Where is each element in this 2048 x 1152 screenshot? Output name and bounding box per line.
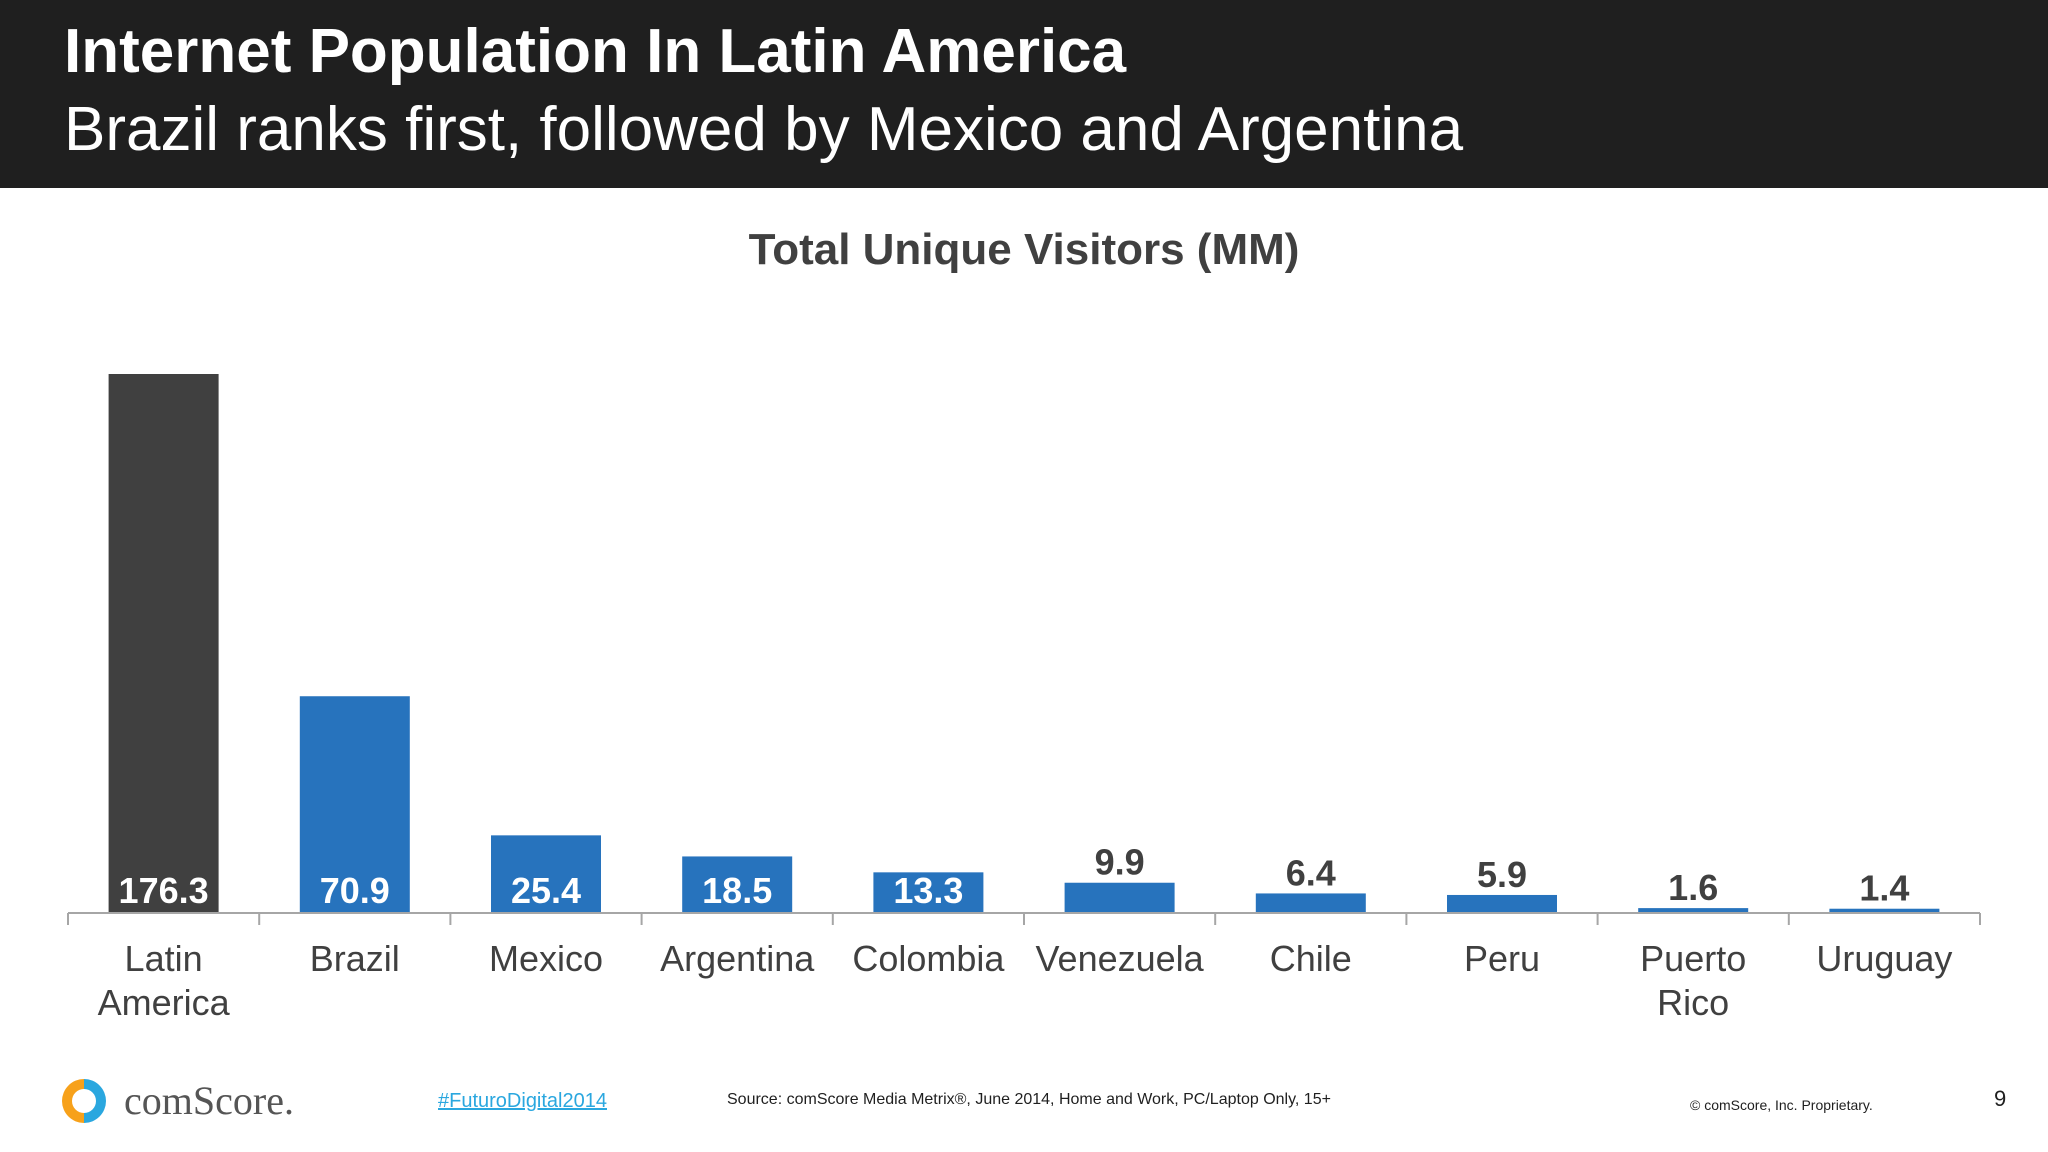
- bar-9: [1829, 908, 1940, 913]
- x-tick-label-7: Peru: [1464, 938, 1540, 979]
- x-tick-label-0-line-0: Latin: [125, 938, 203, 979]
- x-tick-label-1: Brazil: [310, 938, 400, 979]
- copyright-note: © comScore, Inc. Proprietary.: [1690, 1097, 1873, 1113]
- bar-1: [299, 696, 410, 913]
- bar-7: [1447, 894, 1557, 913]
- logo-wordmark: comScore.: [124, 1078, 294, 1123]
- data-label-1: 70.9: [320, 870, 390, 911]
- hashtag-link[interactable]: #FuturoDigital2014: [438, 1090, 607, 1112]
- data-label-2: 25.4: [511, 870, 581, 911]
- x-tick-label-8-line-0: Puerto: [1640, 938, 1746, 979]
- comscore-logo: comScore.: [62, 1076, 322, 1126]
- bar-5: [1064, 882, 1175, 913]
- x-tick-label-6: Chile: [1270, 938, 1352, 979]
- bar-0: [108, 374, 219, 913]
- slide-title: Internet Population In Latin America: [64, 17, 1127, 86]
- x-tick-label-4: Colombia: [852, 938, 1005, 979]
- slide-subtitle: Brazil ranks first, followed by Mexico a…: [64, 95, 1464, 164]
- data-label-9: 1.4: [1859, 868, 1909, 909]
- data-label-6: 6.4: [1286, 852, 1336, 893]
- bar-2: [491, 835, 601, 913]
- slide-header: Internet Population In Latin America Bra…: [0, 0, 2048, 188]
- bar-8: [1638, 908, 1749, 913]
- x-tick-label-0-line-1: America: [98, 982, 231, 1023]
- bar-6: [1255, 893, 1366, 913]
- data-label-0: 176.3: [119, 870, 209, 911]
- data-label-5: 9.9: [1095, 842, 1145, 883]
- source-note: Source: comScore Media Metrix®, June 201…: [727, 1091, 1331, 1108]
- x-tick-label-2: Mexico: [489, 938, 603, 979]
- data-label-3: 18.5: [702, 870, 772, 911]
- comscore-logo-icon: [62, 1079, 106, 1123]
- data-label-4: 13.3: [893, 870, 963, 911]
- x-tick-label-9: Uruguay: [1816, 938, 1952, 979]
- page-number: 9: [1994, 1086, 2007, 1111]
- data-label-7: 5.9: [1477, 854, 1527, 895]
- bar-4: [873, 872, 984, 913]
- data-label-8: 1.6: [1668, 867, 1718, 908]
- x-tick-label-8-line-1: Rico: [1657, 982, 1729, 1023]
- x-tick-label-3: Argentina: [660, 938, 815, 979]
- x-tick-label-5: Venezuela: [1036, 938, 1205, 979]
- bar-3: [682, 856, 793, 913]
- chart-title: Total Unique Visitors (MM): [748, 225, 1300, 274]
